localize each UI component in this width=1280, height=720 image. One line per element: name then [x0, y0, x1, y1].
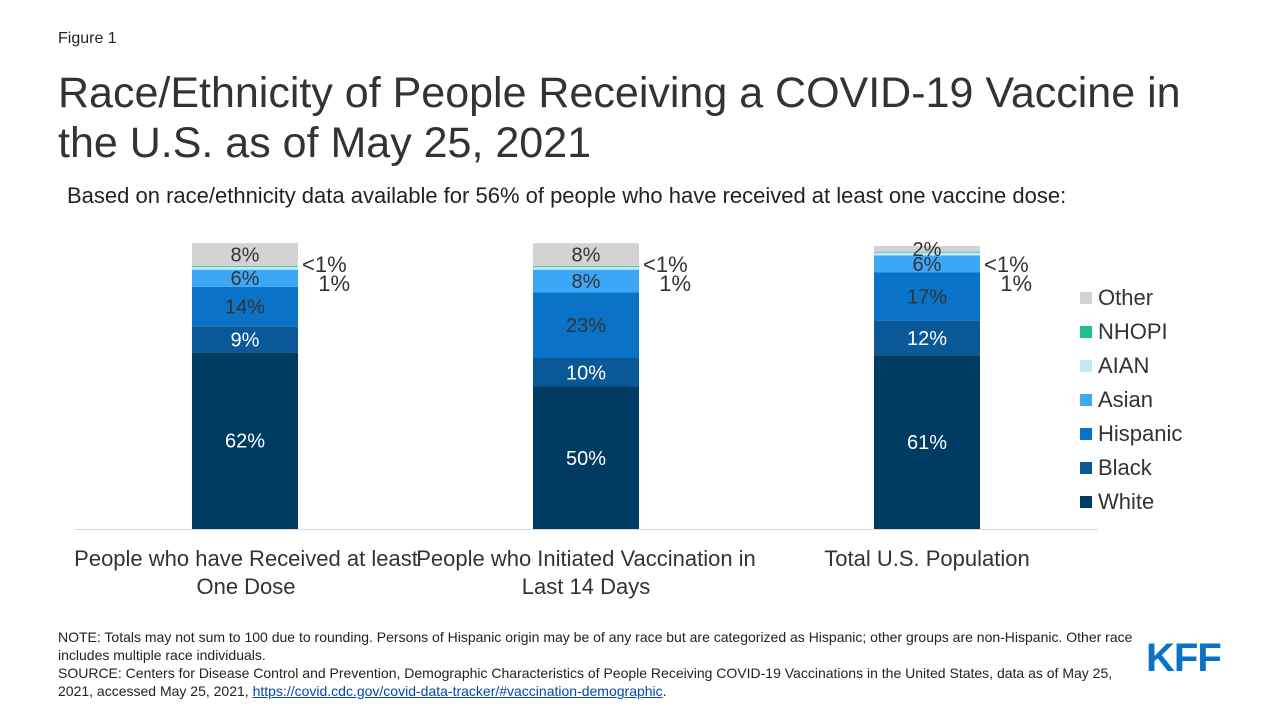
data-label: 6% — [231, 268, 260, 290]
bar-segment-hispanic — [874, 272, 980, 321]
note-text: NOTE: Totals may not sum to 100 due to r… — [58, 629, 1133, 663]
bar-segment-nhopi — [192, 265, 298, 267]
bar-segment-aian — [192, 266, 298, 270]
legend-swatch — [1080, 428, 1092, 440]
legend-item-black: Black — [1080, 451, 1182, 485]
bar-segment-other — [533, 243, 639, 266]
data-label-aian: 1% — [1000, 271, 1032, 296]
data-label: 8% — [572, 245, 601, 267]
legend-label: Asian — [1098, 387, 1154, 412]
legend-swatch — [1080, 360, 1092, 372]
chart-title: Race/Ethnicity of People Receiving a COV… — [58, 69, 1181, 167]
category-label: People who Initiated Vaccination in Last… — [416, 546, 756, 599]
footnote: NOTE: Totals may not sum to 100 due to r… — [58, 628, 1138, 700]
kff-logo: KFF — [1146, 636, 1222, 680]
source-end: . — [662, 683, 667, 699]
data-label: 23% — [566, 315, 606, 337]
bar-segment-white — [874, 355, 980, 529]
data-label-nhopi: <1% — [302, 252, 347, 277]
data-label: 6% — [913, 254, 942, 276]
legend-swatch — [1080, 292, 1092, 304]
legend: Other NHOPI AIAN Asian Hispanic Black White — [1080, 281, 1182, 519]
legend-item-nhopi: NHOPI — [1080, 315, 1182, 349]
bar-segment-black — [533, 358, 639, 387]
bar-segment-nhopi — [874, 251, 980, 253]
bar-segment-other — [192, 243, 298, 266]
category-label: Total U.S. Population — [824, 546, 1030, 571]
legend-item-hispanic: Hispanic — [1080, 417, 1182, 451]
bar-segment-nhopi — [533, 265, 639, 267]
data-label-nhopi: <1% — [643, 252, 688, 277]
source-link[interactable]: https://covid.cdc.gov/covid-data-tracker… — [252, 683, 663, 699]
data-label: 12% — [907, 328, 947, 350]
bar-segment-aian — [533, 266, 639, 270]
legend-swatch — [1080, 326, 1092, 338]
bar-segment-hispanic — [192, 286, 298, 327]
legend-item-asian: Asian — [1080, 383, 1182, 417]
bar-segment-black — [874, 320, 980, 356]
data-label: 17% — [907, 287, 947, 309]
data-label: 9% — [231, 329, 260, 351]
source-text: SOURCE: Centers for Disease Control and … — [58, 664, 1138, 700]
legend-label: Hispanic — [1098, 421, 1183, 446]
bar-segment-white — [192, 352, 298, 529]
data-label-aian: 1% — [659, 271, 691, 296]
bar-segment-aian — [874, 252, 980, 256]
bar-segment-hispanic — [533, 292, 639, 358]
legend-swatch — [1080, 394, 1092, 406]
legend-label: White — [1098, 489, 1155, 514]
data-label-aian: 1% — [318, 271, 350, 296]
legend-label: NHOPI — [1098, 319, 1168, 344]
data-label: 10% — [566, 362, 606, 384]
bar-segment-other — [874, 245, 980, 252]
data-label-nhopi: <1% — [984, 252, 1029, 277]
legend-swatch — [1080, 496, 1092, 508]
legend-label: AIAN — [1098, 353, 1150, 378]
legend-item-aian: AIAN — [1080, 349, 1182, 383]
data-label: 8% — [231, 245, 260, 267]
figure-label: Figure 1 — [58, 30, 117, 47]
data-label: 8% — [572, 271, 601, 293]
legend-label: Other — [1098, 285, 1154, 310]
data-label: 14% — [225, 297, 265, 319]
data-label: 61% — [907, 432, 947, 454]
category-label: People who have Received at least One Do… — [74, 546, 418, 599]
legend-swatch — [1080, 462, 1092, 474]
legend-item-other: Other — [1080, 281, 1182, 315]
bar-segment-asian — [192, 269, 298, 287]
bar-segment-asian — [533, 269, 639, 293]
bar-segment-asian — [874, 255, 980, 273]
data-label: 2% — [913, 239, 942, 261]
legend-label: Black — [1098, 455, 1152, 480]
source-body: SOURCE: Centers for Disease Control and … — [58, 665, 1113, 699]
bar-segment-white — [533, 386, 639, 529]
data-label: 62% — [225, 431, 265, 453]
bar-segment-black — [192, 326, 298, 353]
legend-item-white: White — [1080, 485, 1182, 519]
chart-subtitle: Based on race/ethnicity data available f… — [67, 183, 1067, 208]
data-label: 50% — [566, 448, 606, 470]
